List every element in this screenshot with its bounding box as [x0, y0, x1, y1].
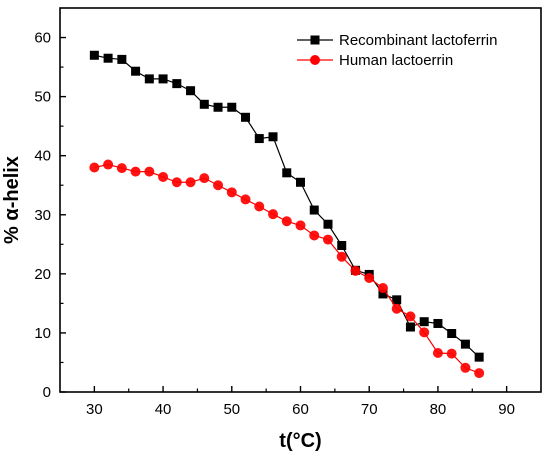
- data-point: [227, 102, 237, 112]
- series-line: [94, 163, 480, 374]
- data-point: [158, 74, 168, 84]
- data-point: [130, 166, 141, 177]
- data-point: [268, 209, 279, 220]
- y-tick-label: 20: [34, 266, 51, 283]
- x-tick-label: 40: [155, 401, 172, 418]
- data-point: [172, 79, 182, 89]
- data-point: [199, 99, 209, 109]
- y-axis-title: % α-helix: [1, 156, 23, 244]
- data-point: [117, 54, 127, 64]
- data-point: [336, 251, 347, 262]
- data-point: [240, 194, 251, 205]
- data-point: [199, 173, 210, 184]
- data-point: [364, 272, 375, 283]
- series-1: [89, 50, 484, 362]
- data-point: [323, 219, 333, 229]
- data-point: [281, 216, 292, 227]
- data-point: [213, 180, 224, 191]
- x-tick-label: 80: [430, 401, 447, 418]
- series: [89, 50, 485, 379]
- data-point: [392, 295, 402, 305]
- data-point: [103, 53, 113, 63]
- data-point: [295, 220, 306, 231]
- y-tick-label: 60: [34, 30, 51, 47]
- data-point: [419, 317, 429, 327]
- legend-entry: Recombinant lactoferrin: [297, 32, 497, 49]
- data-point: [89, 162, 100, 173]
- data-point: [89, 50, 99, 60]
- data-point: [309, 205, 319, 215]
- axes: [59, 7, 542, 393]
- legend-entry: Human lactoerrin: [297, 52, 453, 69]
- data-point: [405, 311, 416, 322]
- data-point: [378, 289, 388, 299]
- data-point: [144, 166, 155, 177]
- x-tick-label: 70: [361, 401, 378, 418]
- legend-label: Human lactoerrin: [339, 52, 453, 69]
- legend-marker: [310, 55, 320, 65]
- x-tick-label: 60: [292, 401, 309, 418]
- data-point: [432, 348, 443, 359]
- data-point: [446, 348, 457, 359]
- x-axis-title: t(°C): [279, 430, 321, 452]
- data-point: [405, 322, 415, 332]
- data-point: [213, 102, 223, 112]
- data-point: [226, 187, 237, 198]
- data-point: [254, 201, 265, 212]
- legend-marker: [310, 35, 320, 45]
- y-tick-label: 40: [34, 148, 51, 165]
- data-point: [460, 362, 471, 373]
- y-tick-label: 10: [34, 325, 51, 342]
- data-point: [309, 230, 320, 241]
- data-point: [391, 303, 402, 314]
- data-point: [131, 66, 141, 76]
- y-tick-label: 50: [34, 89, 51, 106]
- ticks: 30 40 50 60 70 80 90 0 10 20 30 40 50 60: [34, 30, 515, 418]
- legend: Recombinant lactoferrin Human lactoerrin: [297, 32, 497, 69]
- data-point: [322, 234, 333, 245]
- x-tick-label: 90: [498, 401, 515, 418]
- data-point: [419, 327, 430, 338]
- x-tick-label: 50: [223, 401, 240, 418]
- data-point: [254, 134, 264, 144]
- plot-frame: [59, 7, 542, 393]
- data-point: [337, 240, 347, 250]
- data-point: [241, 112, 251, 122]
- data-point: [282, 168, 292, 178]
- y-tick-label: 0: [43, 384, 51, 401]
- data-point: [186, 86, 196, 96]
- data-point: [447, 329, 457, 339]
- data-point: [350, 265, 361, 276]
- data-point: [460, 339, 470, 349]
- series-2: [89, 159, 485, 379]
- data-point: [116, 163, 127, 174]
- data-point: [268, 132, 278, 142]
- data-point: [171, 177, 182, 188]
- data-point: [377, 283, 388, 294]
- x-tick-label: 30: [86, 401, 103, 418]
- data-point: [433, 318, 443, 328]
- data-point: [474, 368, 485, 379]
- data-point: [103, 159, 114, 170]
- y-tick-label: 30: [34, 207, 51, 224]
- data-point: [185, 177, 196, 188]
- legend-label: Recombinant lactoferrin: [339, 32, 497, 49]
- data-point: [474, 352, 484, 362]
- data-point: [296, 177, 305, 187]
- series-line: [94, 54, 480, 358]
- data-point: [144, 74, 154, 84]
- data-point: [158, 171, 169, 182]
